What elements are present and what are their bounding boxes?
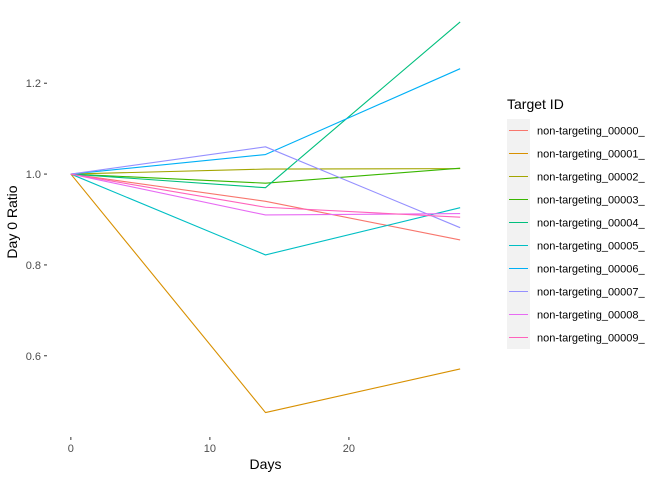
x-axis: 0 10 20 <box>68 437 355 455</box>
series-line-6 <box>70 68 461 175</box>
series-line-9 <box>70 173 461 218</box>
legend: Target ID non-targeting_00000_non-target… <box>507 96 646 349</box>
plot-lines <box>70 21 461 414</box>
x-tick-label-2: 20 <box>343 443 355 455</box>
legend-label-8: non-targeting_00008_ <box>537 310 646 322</box>
legend-label-1: non-targeting_00001_ <box>537 149 646 161</box>
legend-label-7: non-targeting_00007_ <box>537 287 646 299</box>
series-line-2 <box>70 168 461 175</box>
legend-label-5: non-targeting_00005_ <box>537 241 646 253</box>
x-tick-label-0: 0 <box>68 443 74 455</box>
y-tick-label-0: 0.6 <box>26 351 41 363</box>
series-line-1 <box>70 173 461 414</box>
y-tick-label-2: 1.0 <box>26 169 41 181</box>
legend-items: non-targeting_00000_ non-targeting_00001_… <box>507 119 646 349</box>
legend-label-0: non-targeting_00000_ <box>537 126 646 138</box>
legend-label-3: non-targeting_00003_ <box>537 195 646 207</box>
series-line-3 <box>70 167 461 184</box>
series-line-5 <box>70 173 461 256</box>
series-line-8 <box>70 173 461 216</box>
y-tick-label-3: 1.2 <box>26 78 41 90</box>
series-line-7 <box>70 146 461 229</box>
legend-label-2: non-targeting_00002_ <box>537 172 646 184</box>
series-line-0 <box>70 173 461 241</box>
series-line-4 <box>70 21 461 189</box>
legend-title: Target ID <box>507 96 564 112</box>
legend-label-6: non-targeting_00006_ <box>537 264 646 276</box>
x-axis-title: Days <box>250 456 282 472</box>
x-tick-label-1: 10 <box>204 443 216 455</box>
y-tick-label-1: 0.8 <box>26 260 41 272</box>
y-axis: 0.6 0.8 1.0 1.2 <box>26 78 47 363</box>
y-axis-title: Day 0 Ratio <box>4 185 20 258</box>
legend-label-9: non-targeting_00009_ <box>537 333 646 345</box>
legend-label-4: non-targeting_00004_ <box>537 218 646 230</box>
